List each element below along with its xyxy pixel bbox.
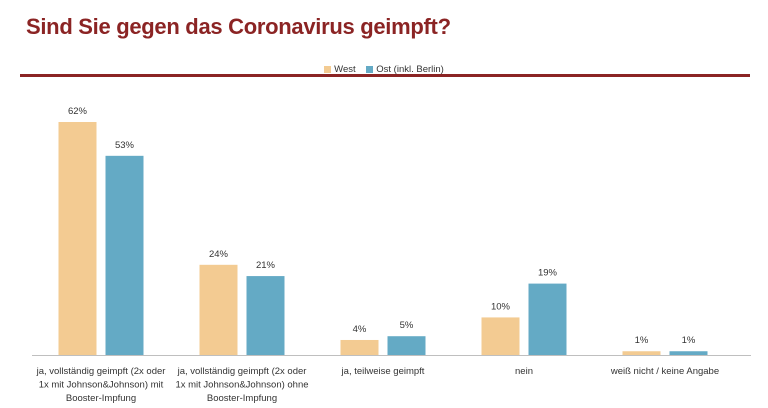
category-label: weiß nicht / keine Angabe: [610, 366, 719, 377]
bar-west: [58, 122, 97, 355]
data-label-west: 24%: [209, 249, 229, 260]
legend-swatch-ost: [366, 66, 374, 73]
category-label: ja, teilweise geimpft: [341, 366, 425, 377]
category-label: ja, vollständig geimpft (2x oder: [177, 366, 307, 377]
legend-label-west: West: [334, 64, 356, 75]
data-label-west: 4%: [353, 324, 367, 335]
data-label-west: 10%: [491, 301, 511, 312]
bar-west: [481, 317, 520, 355]
legend-swatch-west: [324, 66, 332, 73]
bar-ost: [669, 351, 708, 355]
data-label-ost: 1%: [682, 335, 696, 346]
category-label: ja, vollständig geimpft (2x oder: [36, 366, 166, 377]
bar-ost: [246, 276, 285, 355]
category-label: 1x mit Johnson&Johnson) ohne: [175, 380, 308, 391]
bar-west: [340, 339, 379, 355]
legend-item-ost: Ost (inkl. Berlin): [366, 64, 444, 75]
data-label-ost: 53%: [115, 140, 135, 151]
data-label-west: 1%: [635, 335, 649, 346]
data-label-ost: 21%: [256, 260, 276, 271]
category-label: Booster-Impfung: [66, 393, 136, 404]
bar-ost: [528, 283, 567, 355]
category-label: 1x mit Johnson&Johnson) mit: [39, 380, 164, 391]
title-divider: [20, 74, 750, 77]
bar-ost: [105, 155, 144, 355]
legend: West Ost (inkl. Berlin): [0, 64, 768, 76]
bar-west: [199, 264, 238, 355]
data-label-west: 62%: [68, 106, 88, 117]
bar-west: [622, 351, 661, 355]
chart-title: Sind Sie gegen das Coronavirus geimpft?: [26, 14, 451, 39]
data-label-ost: 5%: [400, 320, 414, 331]
category-label: nein: [515, 366, 533, 377]
category-label: Booster-Impfung: [207, 393, 277, 404]
legend-label-ost: Ost (inkl. Berlin): [376, 64, 444, 75]
data-label-ost: 19%: [538, 268, 558, 279]
bar-ost: [387, 336, 426, 355]
legend-item-west: West: [324, 64, 356, 75]
